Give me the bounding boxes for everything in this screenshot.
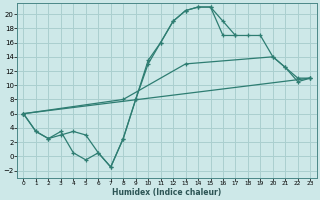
X-axis label: Humidex (Indice chaleur): Humidex (Indice chaleur) (112, 188, 221, 197)
